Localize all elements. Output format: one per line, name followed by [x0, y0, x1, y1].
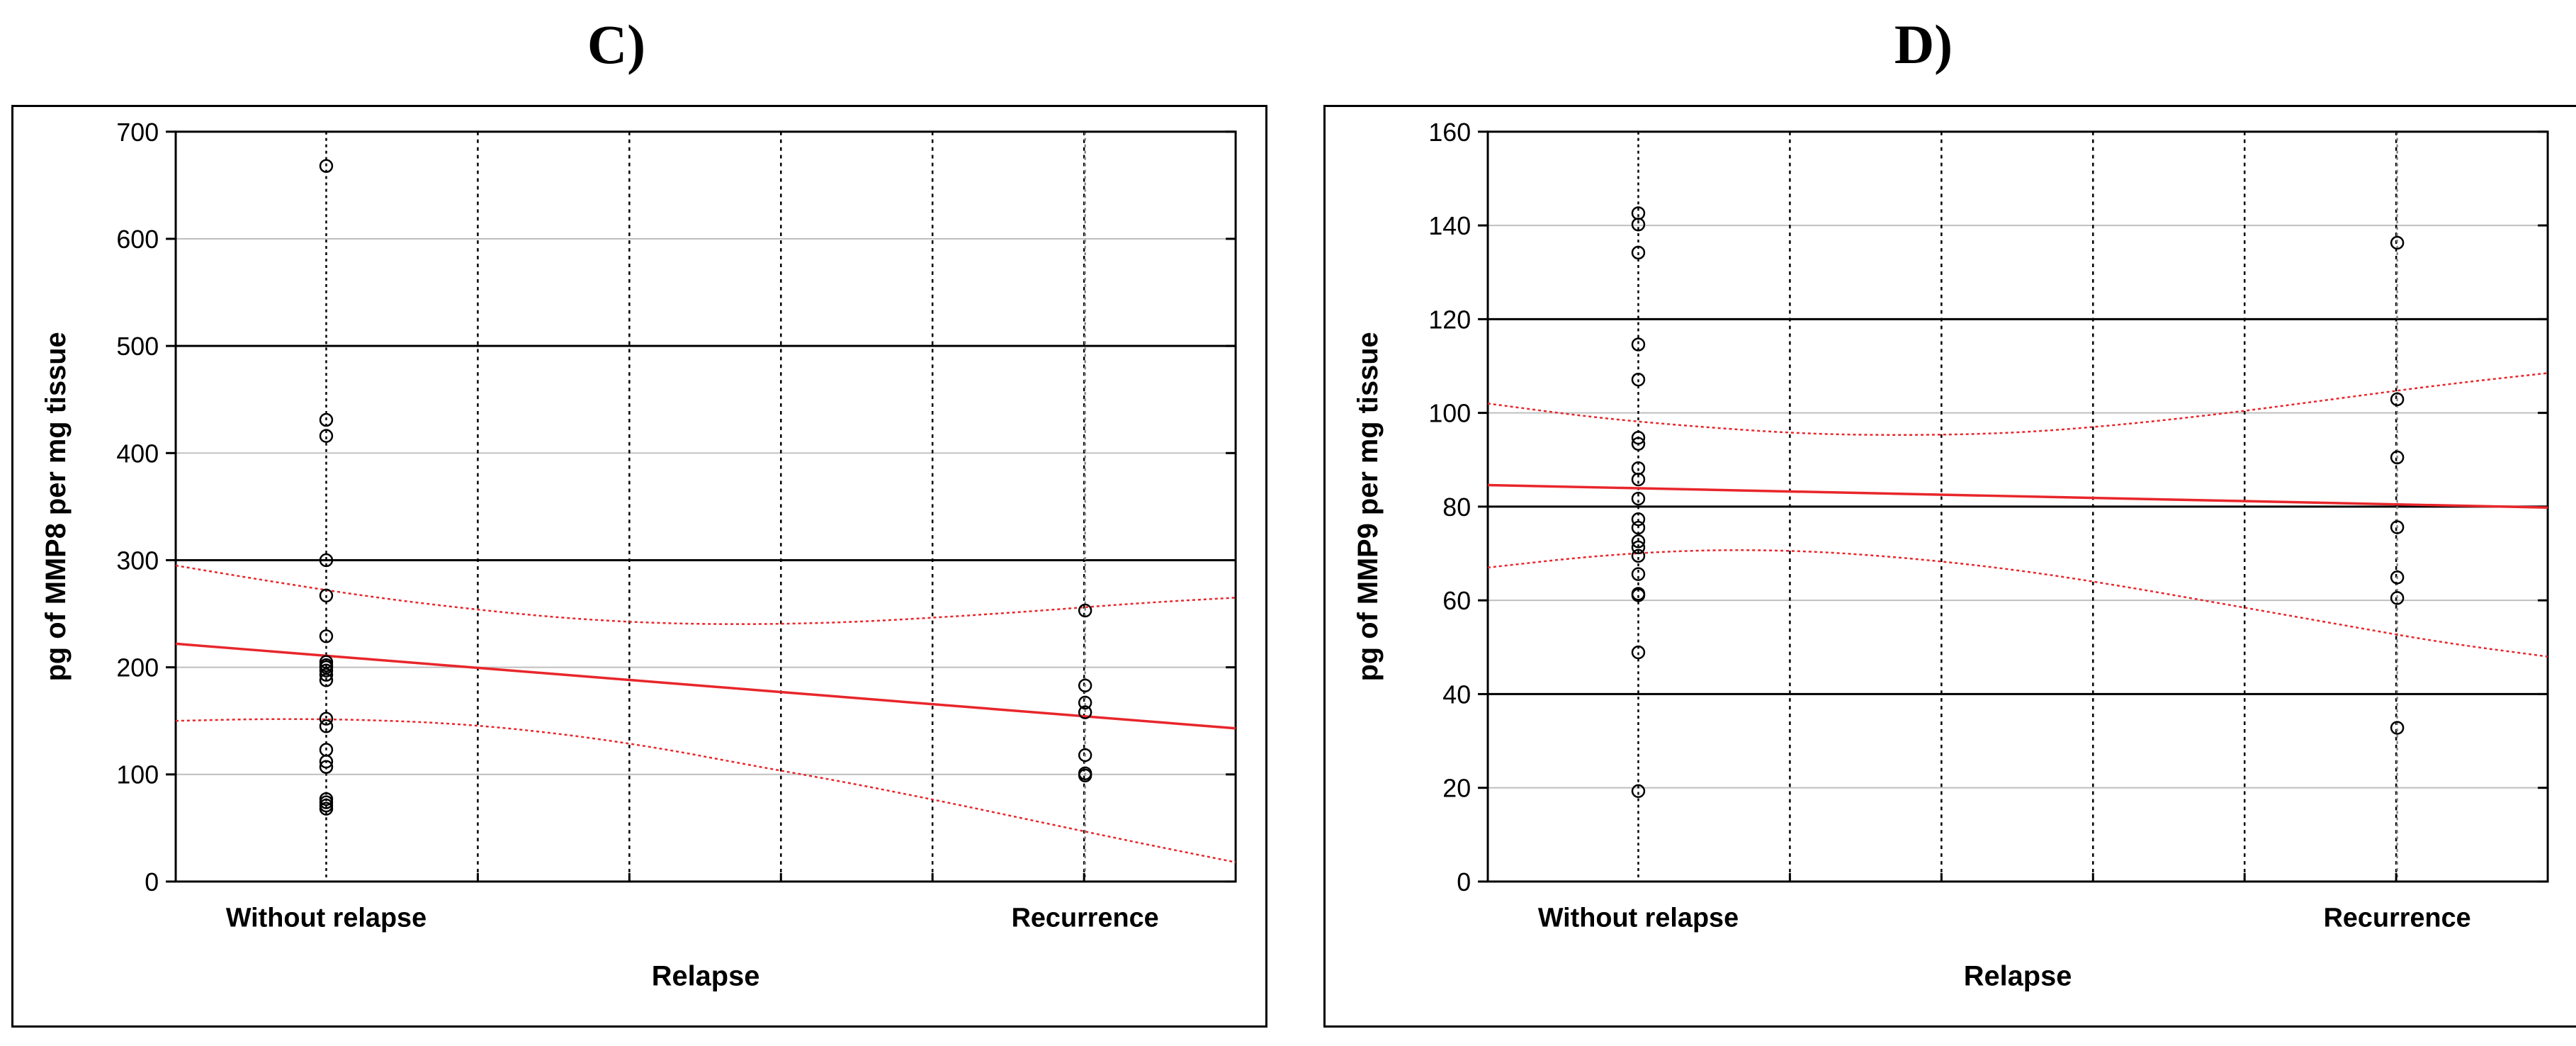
data-point — [319, 663, 334, 677]
panel-d-title: D) — [1894, 13, 1953, 75]
y-tick-label: 400 — [116, 439, 159, 468]
confidence-band-upper — [175, 564, 1236, 625]
chart-panel-d: 0 20 40 60 80 100 120 140 160 Without relapse Recu… — [1323, 105, 2576, 1028]
x-axis-label: Relapse — [1964, 960, 2072, 991]
data-point — [1631, 588, 1646, 602]
y-axis-label: pg of MMP8 per mg tissue — [40, 332, 72, 681]
data-point — [1078, 695, 1092, 710]
y-tick-label: 100 — [1428, 400, 1471, 428]
y-tick-label: 40 — [1442, 680, 1471, 709]
y-tick-label: 600 — [116, 225, 159, 254]
data-point — [1631, 645, 1646, 660]
x-category-label: Recurrence — [1012, 904, 1159, 933]
data-point — [2390, 450, 2405, 465]
chart-panel-c: 0 100 200 300 400 500 600 700 Without relapse Rec… — [11, 105, 1267, 1028]
data-point — [2390, 570, 2405, 585]
y-tick-label: 700 — [116, 118, 159, 147]
data-point — [319, 412, 334, 427]
data-point — [319, 668, 334, 682]
data-point — [1631, 337, 1646, 352]
data-point — [1078, 748, 1092, 763]
data-point — [2390, 520, 2405, 534]
y-tick-label: 100 — [116, 761, 159, 789]
y-tick-label: 120 — [1428, 305, 1471, 334]
data-point — [2390, 392, 2405, 407]
data-point — [319, 760, 334, 774]
data-point — [1078, 768, 1092, 782]
data-point — [1631, 534, 1646, 549]
y-tick-label: 0 — [145, 868, 159, 896]
data-point — [2390, 591, 2405, 605]
data-point — [1631, 437, 1646, 451]
data-point — [319, 802, 334, 816]
x-category-label: Recurrence — [2324, 904, 2471, 933]
y-tick-label: 60 — [1442, 587, 1471, 615]
regression-line — [175, 642, 1236, 730]
data-point — [1078, 705, 1092, 719]
y-axis-label: pg of MMP9 per mg tissue — [1352, 332, 1384, 681]
y-tick-label: 80 — [1442, 493, 1471, 522]
data-point — [1631, 549, 1646, 563]
x-axis-label: Relapse — [652, 960, 760, 991]
y-tick-label: 160 — [1428, 118, 1471, 147]
confidence-band-upper — [1487, 372, 2548, 436]
y-tick-label: 200 — [116, 654, 159, 682]
y-tick-label: 0 — [1457, 868, 1471, 896]
data-point — [1631, 245, 1646, 260]
y-tick-label: 300 — [116, 546, 159, 575]
chart-c-svg: 0 100 200 300 400 500 600 700 Without relapse Rec… — [40, 118, 1237, 991]
x-category-label: Without relapse — [226, 904, 426, 933]
data-point — [1078, 678, 1092, 693]
data-point — [319, 719, 334, 733]
data-point — [1631, 540, 1646, 555]
data-point — [1631, 784, 1646, 799]
plot-area-border — [174, 130, 1237, 883]
data-point — [1631, 512, 1646, 527]
data-point — [1631, 472, 1646, 487]
panel-c-title: C) — [587, 13, 646, 75]
data-point — [1631, 520, 1646, 535]
data-point — [1631, 218, 1646, 232]
data-point — [319, 712, 334, 726]
data-point — [2390, 235, 2405, 250]
data-point — [319, 159, 334, 173]
y-tick-label: 500 — [116, 332, 159, 361]
regression-line — [1487, 483, 2548, 509]
data-point — [319, 588, 334, 603]
x-category-label: Without relapse — [1538, 904, 1739, 933]
data-point — [1631, 491, 1646, 506]
data-point — [319, 429, 334, 443]
data-point — [319, 754, 334, 769]
y-tick-label: 140 — [1428, 212, 1471, 240]
y-tick-label: 20 — [1442, 775, 1471, 803]
chart-d-svg: 0 20 40 60 80 100 120 140 160 Without relapse Recu… — [1352, 118, 2549, 991]
confidence-band-lower — [176, 718, 1236, 863]
data-point — [1078, 603, 1092, 618]
data-point — [1631, 567, 1646, 581]
data-point — [2390, 721, 2405, 735]
data-point — [1631, 430, 1646, 445]
confidence-band-lower — [1487, 549, 2548, 658]
data-point — [319, 553, 334, 568]
data-point — [1631, 372, 1646, 387]
data-point — [319, 629, 334, 643]
data-point — [319, 673, 334, 687]
